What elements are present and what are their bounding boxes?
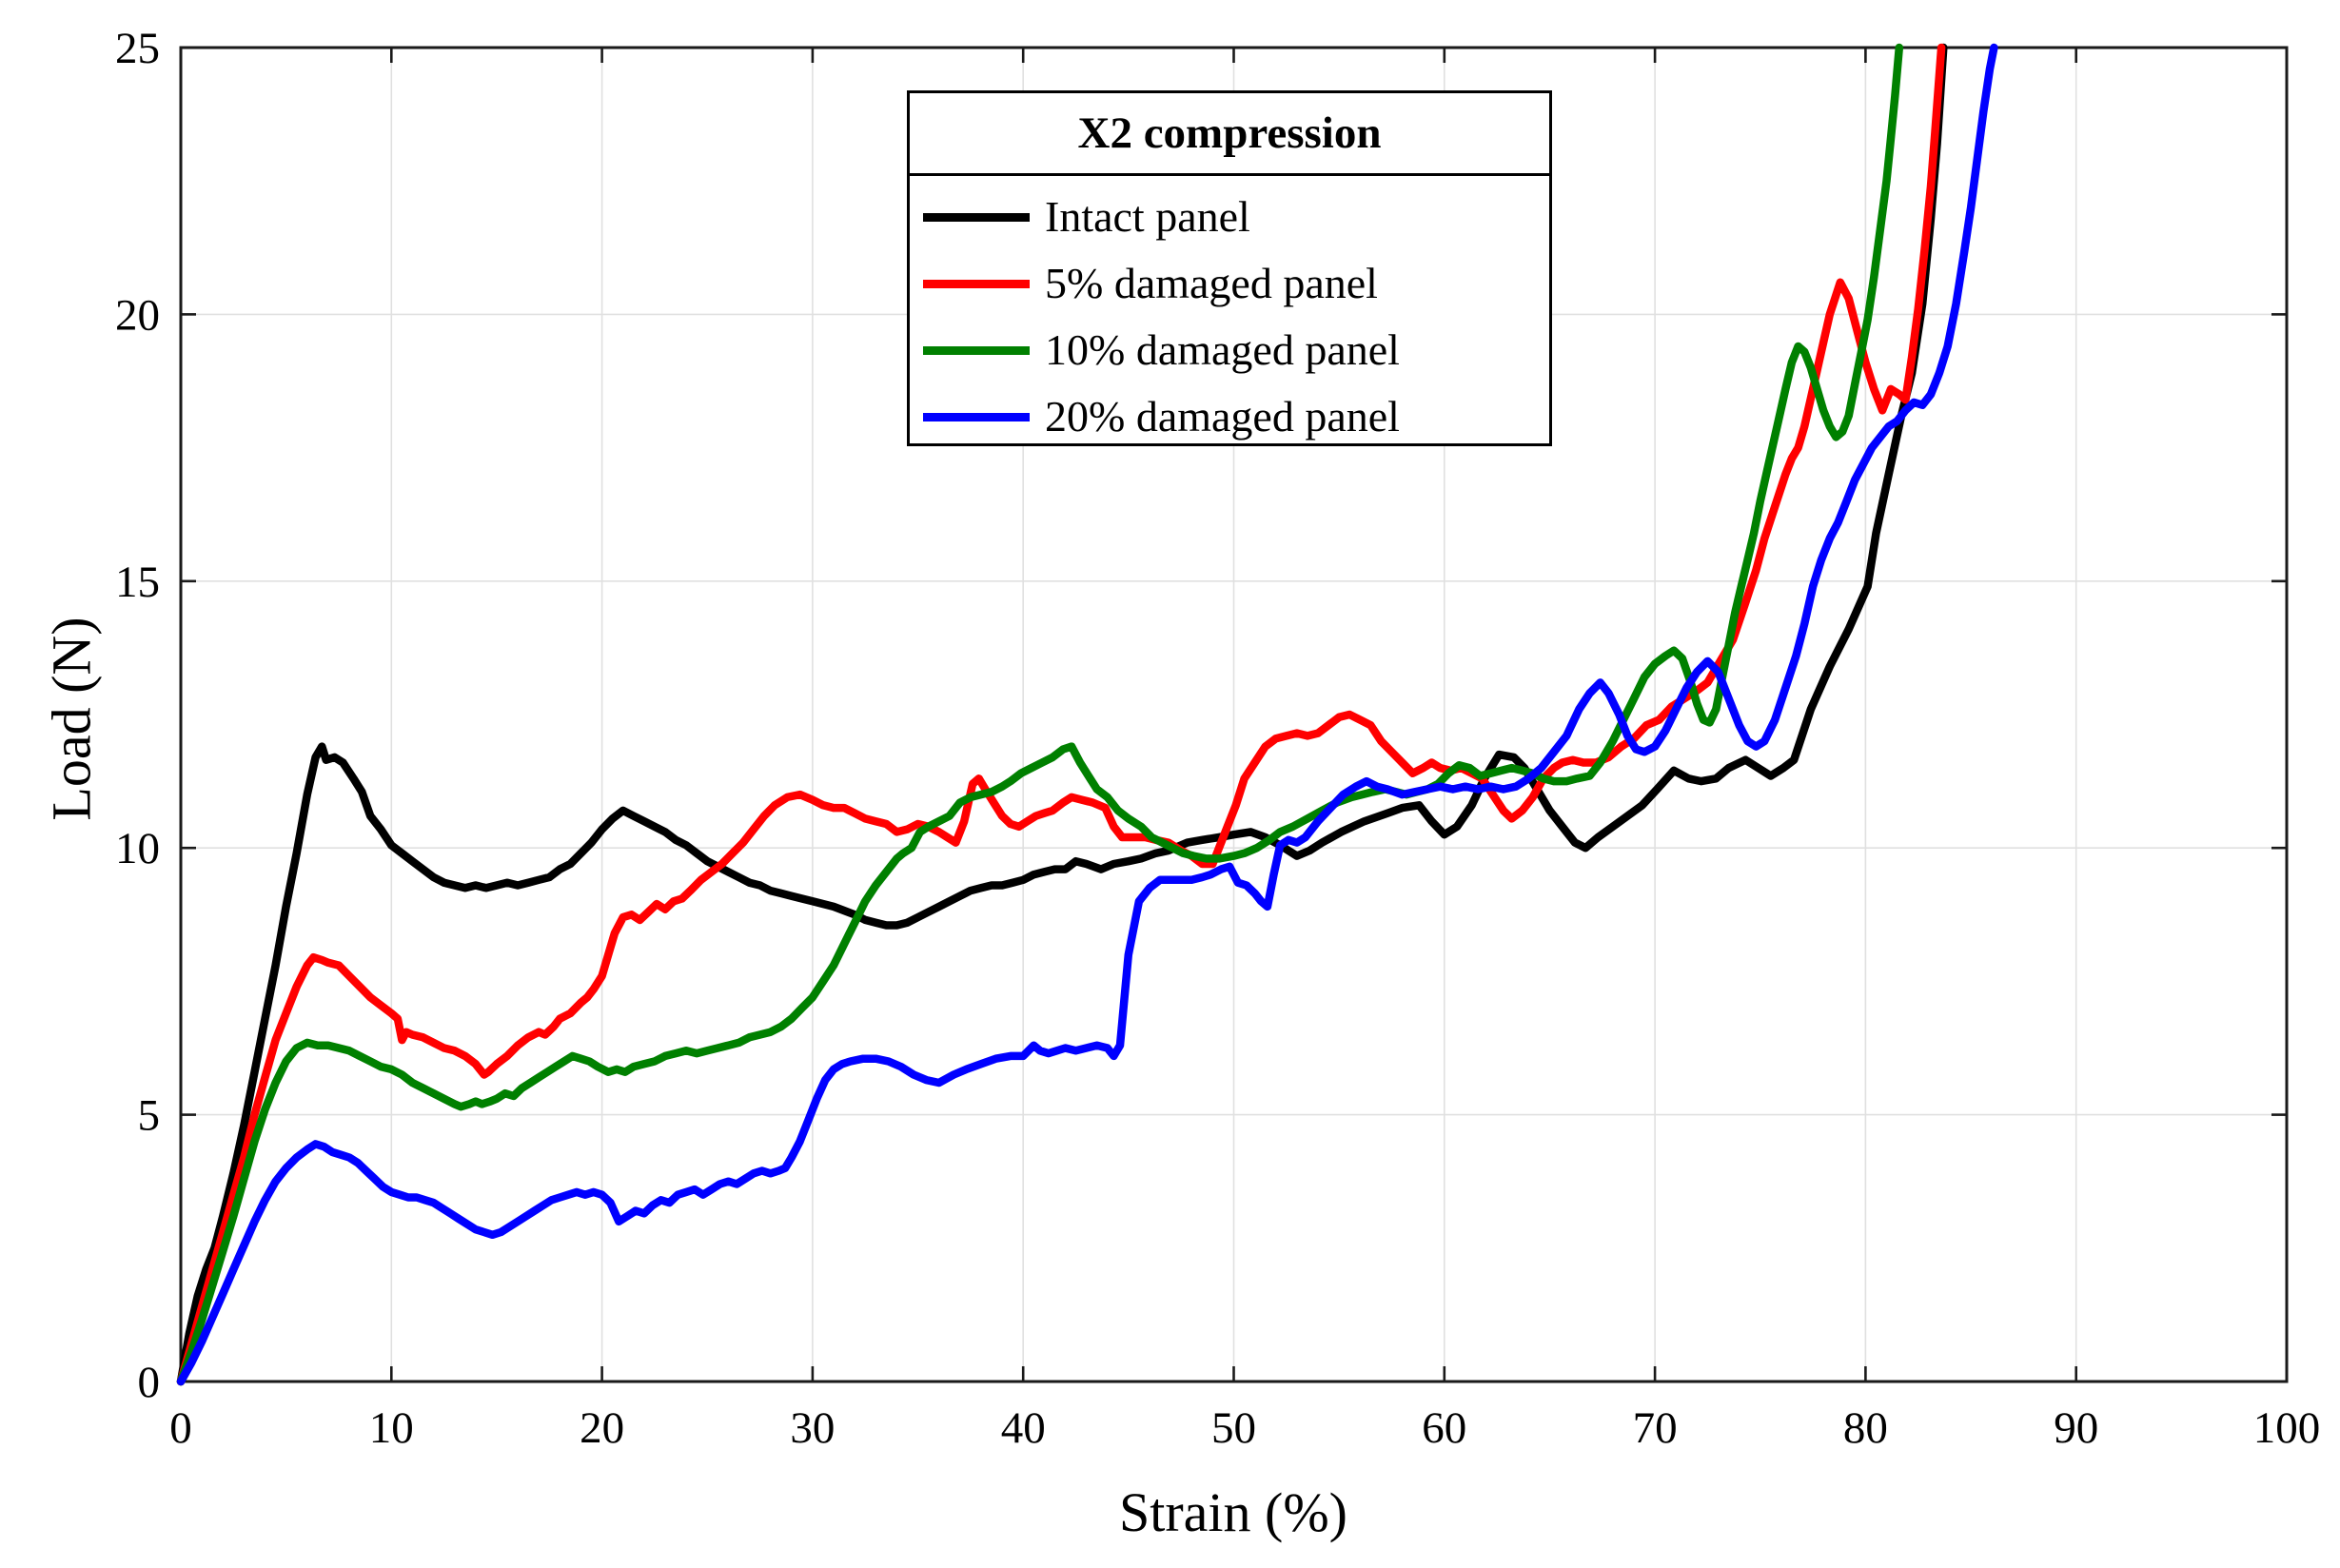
- legend: X2 compression Intact panel 5% damaged pa…: [907, 90, 1552, 446]
- y-tick-label: 15: [115, 558, 160, 607]
- y-tick-label: 25: [115, 24, 160, 73]
- legend-line-swatch-intact-panel: [923, 212, 1030, 222]
- legend-items: Intact panel 5% damaged panel 10% damaged …: [910, 176, 1549, 450]
- series-line-intact-panel: [176, 43, 1948, 1386]
- x-tick-label: 50: [1211, 1403, 1256, 1453]
- series-line-10-damaged-panel: [176, 43, 1904, 1386]
- x-tick-label: 70: [1633, 1403, 1678, 1453]
- y-tick-label: 20: [115, 290, 160, 340]
- x-tick-label: 0: [169, 1403, 192, 1453]
- x-tick-label: 30: [790, 1403, 835, 1453]
- legend-label: 10% damaged panel: [1045, 325, 1400, 374]
- x-tick-label: 100: [2253, 1403, 2321, 1453]
- legend-line-swatch-20-damaged-panel: [923, 412, 1030, 421]
- x-tick-label: 90: [2054, 1403, 2098, 1453]
- series-line-20-damaged-panel: [176, 43, 1998, 1386]
- x-tick-label: 10: [369, 1403, 414, 1453]
- y-axis-title: Load (N): [40, 617, 103, 821]
- legend-label: Intact panel: [1045, 192, 1250, 241]
- legend-line-swatch-10-damaged-panel: [923, 345, 1030, 355]
- legend-line-swatch-5-damaged-panel: [923, 279, 1030, 288]
- legend-item-5-damaged-panel: 5% damaged panel: [923, 250, 1549, 317]
- y-tick-label: 10: [115, 824, 160, 873]
- x-tick-label: 60: [1422, 1403, 1466, 1453]
- x-axis-title: Strain (%): [1119, 1481, 1347, 1543]
- legend-item-intact-panel: Intact panel: [923, 184, 1549, 250]
- legend-item-20-damaged-panel: 20% damaged panel: [923, 383, 1549, 450]
- legend-item-10-damaged-panel: 10% damaged panel: [923, 317, 1549, 383]
- y-tick-label: 0: [138, 1358, 161, 1407]
- x-tick-label: 80: [1843, 1403, 1888, 1453]
- legend-label: 5% damaged panel: [1045, 259, 1378, 307]
- y-tick-label: 5: [138, 1091, 161, 1141]
- x-tick-label: 20: [580, 1403, 624, 1453]
- legend-title: X2 compression: [910, 93, 1549, 176]
- legend-label: 20% damaged panel: [1045, 392, 1400, 441]
- x-tick-label: 40: [1001, 1403, 1046, 1453]
